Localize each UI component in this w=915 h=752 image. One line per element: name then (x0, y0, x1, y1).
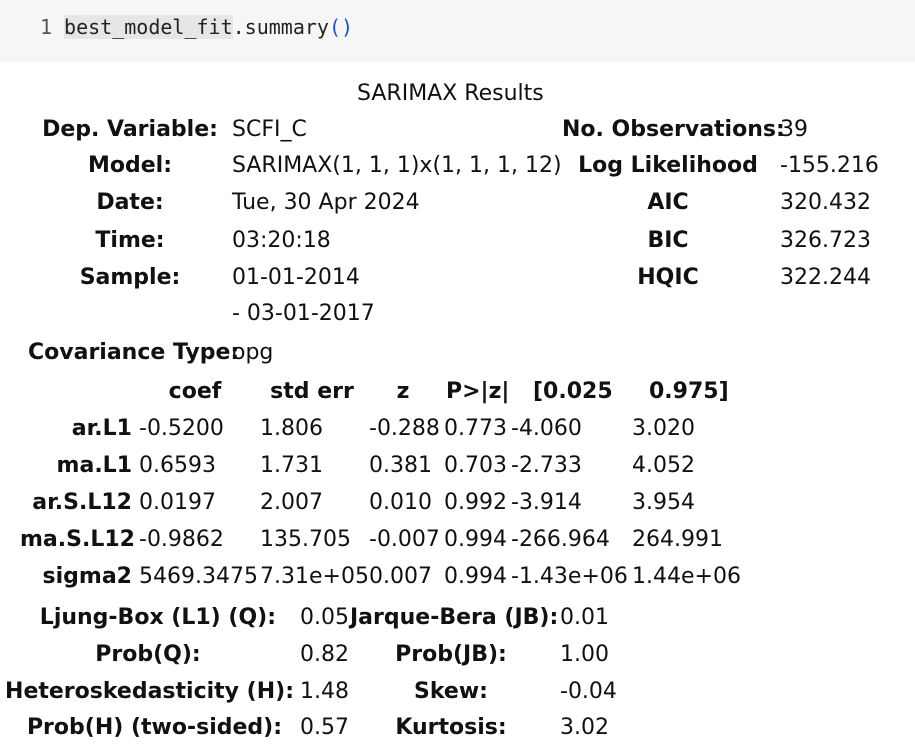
row-name: sigma2 (42, 564, 132, 589)
std-err-cell: 135.705 (260, 527, 351, 552)
prob-jb-label: Prob(JB): (395, 642, 507, 667)
no-observations-value: 39 (780, 117, 808, 142)
prob-jb-value: 1.00 (560, 642, 609, 667)
std-err-cell: 1.806 (260, 416, 323, 441)
z-cell: -0.288 (369, 416, 440, 441)
prob-h-value: 0.57 (300, 715, 349, 740)
ci-upper-cell: 1.44e+06 (632, 564, 741, 589)
coef-cell: -0.5200 (139, 416, 224, 441)
code-object: best_model_fit (64, 15, 233, 39)
date-value: Tue, 30 Apr 2024 (232, 190, 420, 215)
bic-label: BIC (647, 228, 689, 253)
time-label: Time: (95, 228, 165, 253)
p-value-cell: 0.703 (444, 453, 507, 478)
z-cell: 0.381 (369, 453, 432, 478)
sample-start-value: 01-01-2014 (232, 265, 360, 290)
model-label: Model: (87, 153, 172, 178)
code-call-parens: () (328, 15, 354, 39)
aic-label: AIC (647, 190, 689, 215)
z-cell: 0.010 (369, 490, 432, 515)
ci-lower-cell: -266.964 (511, 527, 610, 552)
covariance-type-value: opg (232, 340, 274, 365)
std-err-cell: 1.731 (260, 453, 323, 478)
date-label: Date: (96, 190, 164, 215)
coef-header: coef (168, 379, 222, 404)
jarque-bera-value: 0.01 (560, 605, 609, 630)
z-header: z (396, 379, 410, 404)
z-cell: -0.007 (369, 527, 440, 552)
ci-upper-header: 0.975] (649, 379, 729, 404)
p-value-cell: 0.994 (444, 564, 507, 589)
ci-lower-cell: -4.060 (511, 416, 582, 441)
covariance-type-label: Covariance Type: (28, 340, 240, 365)
ljung-box-label: Ljung-Box (L1) (Q): (39, 605, 276, 630)
ci-lower-cell: -2.733 (511, 453, 582, 478)
ci-upper-cell: 4.052 (632, 453, 695, 478)
ljung-box-value: 0.05 (300, 605, 349, 630)
jarque-bera-label: Jarque-Bera (JB): (350, 605, 559, 630)
skew-label: Skew: (414, 679, 488, 704)
heteroskedasticity-label: Heteroskedasticity (H): (5, 679, 294, 704)
std-err-cell: 2.007 (260, 490, 323, 515)
code-line[interactable]: 1 best_model_fit.summary() (40, 12, 353, 42)
dep-variable-label: Dep. Variable: (42, 117, 218, 142)
line-number: 1 (40, 15, 53, 39)
p-value-cell: 0.992 (444, 490, 507, 515)
row-name: ar.S.L12 (32, 490, 132, 515)
row-name: ma.L1 (56, 453, 132, 478)
coef-cell: 5469.3475 (139, 564, 258, 589)
kurtosis-value: 3.02 (560, 715, 609, 740)
p-value-cell: 0.994 (444, 527, 507, 552)
code-method: .summary (232, 15, 329, 39)
p-value-header: P>|z| (446, 379, 510, 404)
ci-upper-cell: 3.020 (632, 416, 695, 441)
ci-upper-cell: 3.954 (632, 490, 695, 515)
model-value: SARIMAX(1, 1, 1)x(1, 1, 1, 12) (232, 153, 562, 178)
row-name: ar.L1 (71, 416, 132, 441)
sample-label: Sample: (79, 265, 181, 290)
code-cell[interactable]: 1 best_model_fit.summary() (0, 0, 915, 62)
coef-cell: -0.9862 (139, 527, 224, 552)
prob-q-value: 0.82 (300, 642, 349, 667)
log-likelihood-value: -155.216 (780, 153, 879, 178)
z-cell: 0.007 (369, 564, 432, 589)
coef-cell: 0.0197 (139, 490, 216, 515)
hqic-label: HQIC (637, 265, 699, 290)
prob-q-label: Prob(Q): (95, 642, 201, 667)
no-observations-label: No. Observations: (562, 117, 785, 142)
log-likelihood-label: Log Likelihood (578, 153, 758, 178)
aic-value: 320.432 (780, 190, 871, 215)
row-name: ma.S.L12 (20, 527, 135, 552)
coef-cell: 0.6593 (139, 453, 216, 478)
ci-lower-cell: -1.43e+06 (511, 564, 628, 589)
std-err-cell: 7.31e+05 (260, 564, 369, 589)
bic-value: 326.723 (780, 228, 871, 253)
dep-variable-value: SCFI_C (232, 117, 307, 142)
sample-end-value: - 03-01-2017 (232, 301, 375, 326)
ci-upper-cell: 264.991 (632, 527, 723, 552)
time-value: 03:20:18 (232, 228, 331, 253)
p-value-cell: 0.773 (444, 416, 507, 441)
skew-value: -0.04 (560, 679, 617, 704)
heteroskedasticity-value: 1.48 (300, 679, 349, 704)
summary-caption: SARIMAX Results (357, 81, 544, 106)
std-err-header: std err (270, 379, 354, 404)
prob-h-label: Prob(H) (two-sided): (26, 715, 282, 740)
ci-lower-header: [0.025 (533, 379, 613, 404)
hqic-value: 322.244 (780, 265, 871, 290)
ci-lower-cell: -3.914 (511, 490, 582, 515)
kurtosis-label: Kurtosis: (395, 715, 507, 740)
